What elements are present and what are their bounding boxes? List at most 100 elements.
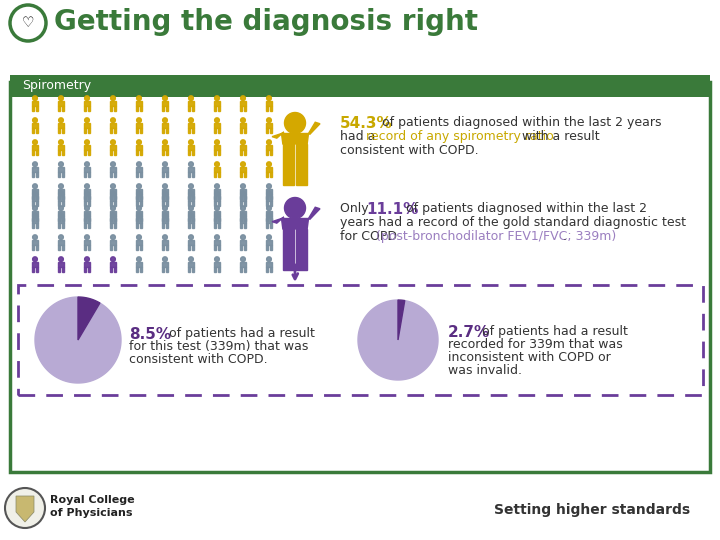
Bar (84, 223, 86, 228)
Text: for COPD: for COPD (340, 230, 401, 243)
Bar (61, 106, 64, 111)
Bar (32, 216, 35, 221)
Bar (188, 101, 194, 106)
Bar (58, 216, 60, 221)
Bar (188, 218, 194, 223)
Circle shape (137, 235, 141, 240)
Bar (192, 106, 194, 111)
Bar (240, 167, 246, 172)
Bar (35, 150, 38, 156)
Bar (188, 223, 191, 228)
Text: of patients diagnosed within the last 2: of patients diagnosed within the last 2 (402, 202, 647, 215)
Text: (post-bronchodilator FEV1/FVC; 339m): (post-bronchodilator FEV1/FVC; 339m) (376, 230, 616, 243)
Bar (58, 218, 64, 223)
Bar (58, 128, 60, 133)
Bar (188, 167, 194, 172)
Bar (188, 123, 194, 128)
Text: consistent with COPD.: consistent with COPD. (129, 353, 268, 366)
Bar (192, 150, 194, 156)
Circle shape (111, 96, 115, 100)
Bar (109, 123, 117, 128)
Bar (217, 216, 220, 221)
Bar (58, 172, 60, 178)
Bar (161, 167, 168, 172)
Circle shape (163, 191, 167, 195)
Bar (214, 123, 220, 128)
Bar (214, 194, 217, 199)
Bar (84, 216, 86, 221)
Bar (166, 194, 168, 199)
Bar (32, 101, 38, 106)
Bar (217, 128, 220, 133)
Bar (32, 201, 35, 206)
Circle shape (240, 184, 246, 188)
Bar (88, 223, 91, 228)
Circle shape (240, 96, 246, 100)
Circle shape (266, 96, 271, 100)
Bar (266, 240, 272, 245)
Bar (166, 150, 168, 156)
Bar (109, 145, 117, 150)
Circle shape (111, 184, 115, 188)
Bar (84, 106, 86, 111)
Bar (240, 145, 246, 150)
Bar (114, 267, 117, 273)
Bar (35, 267, 38, 273)
Bar (240, 267, 243, 273)
Circle shape (85, 140, 89, 145)
Bar (161, 150, 164, 156)
Circle shape (58, 118, 63, 123)
Bar (188, 211, 194, 216)
Bar (266, 218, 272, 223)
Bar (214, 267, 217, 273)
Bar (88, 216, 91, 221)
Bar (192, 201, 194, 206)
Bar (217, 223, 220, 228)
Bar (58, 245, 60, 251)
Bar (135, 128, 138, 133)
Bar (161, 201, 164, 206)
Bar (269, 216, 272, 221)
Circle shape (266, 206, 271, 211)
Circle shape (32, 235, 37, 240)
Bar (135, 189, 143, 194)
Circle shape (163, 140, 167, 145)
Circle shape (58, 191, 63, 195)
Bar (214, 172, 217, 178)
Bar (266, 194, 269, 199)
Bar (188, 245, 191, 251)
Text: inconsistent with COPD or: inconsistent with COPD or (448, 351, 611, 364)
Circle shape (85, 206, 89, 211)
Polygon shape (296, 144, 307, 185)
Bar (135, 267, 138, 273)
Bar (135, 223, 138, 228)
Bar (243, 150, 246, 156)
Circle shape (32, 118, 37, 123)
Bar (35, 106, 38, 111)
Bar (84, 145, 91, 150)
Bar (161, 267, 164, 273)
Bar (135, 106, 138, 111)
Circle shape (189, 206, 194, 211)
Bar (166, 106, 168, 111)
Polygon shape (272, 217, 284, 223)
Bar (84, 211, 91, 216)
Bar (84, 189, 91, 194)
Bar (114, 245, 117, 251)
Bar (214, 195, 220, 201)
Bar (161, 240, 168, 245)
Text: Setting higher standards: Setting higher standards (494, 503, 690, 517)
Circle shape (189, 184, 194, 188)
Bar (88, 106, 91, 111)
Bar (266, 195, 272, 201)
Bar (266, 189, 272, 194)
Circle shape (32, 206, 37, 211)
Bar (114, 128, 117, 133)
Bar (214, 167, 220, 172)
Bar (135, 201, 138, 206)
Circle shape (189, 118, 194, 123)
Text: for this test (339m) that was: for this test (339m) that was (129, 340, 308, 353)
Polygon shape (308, 122, 320, 134)
Circle shape (137, 140, 141, 145)
Bar (161, 223, 164, 228)
